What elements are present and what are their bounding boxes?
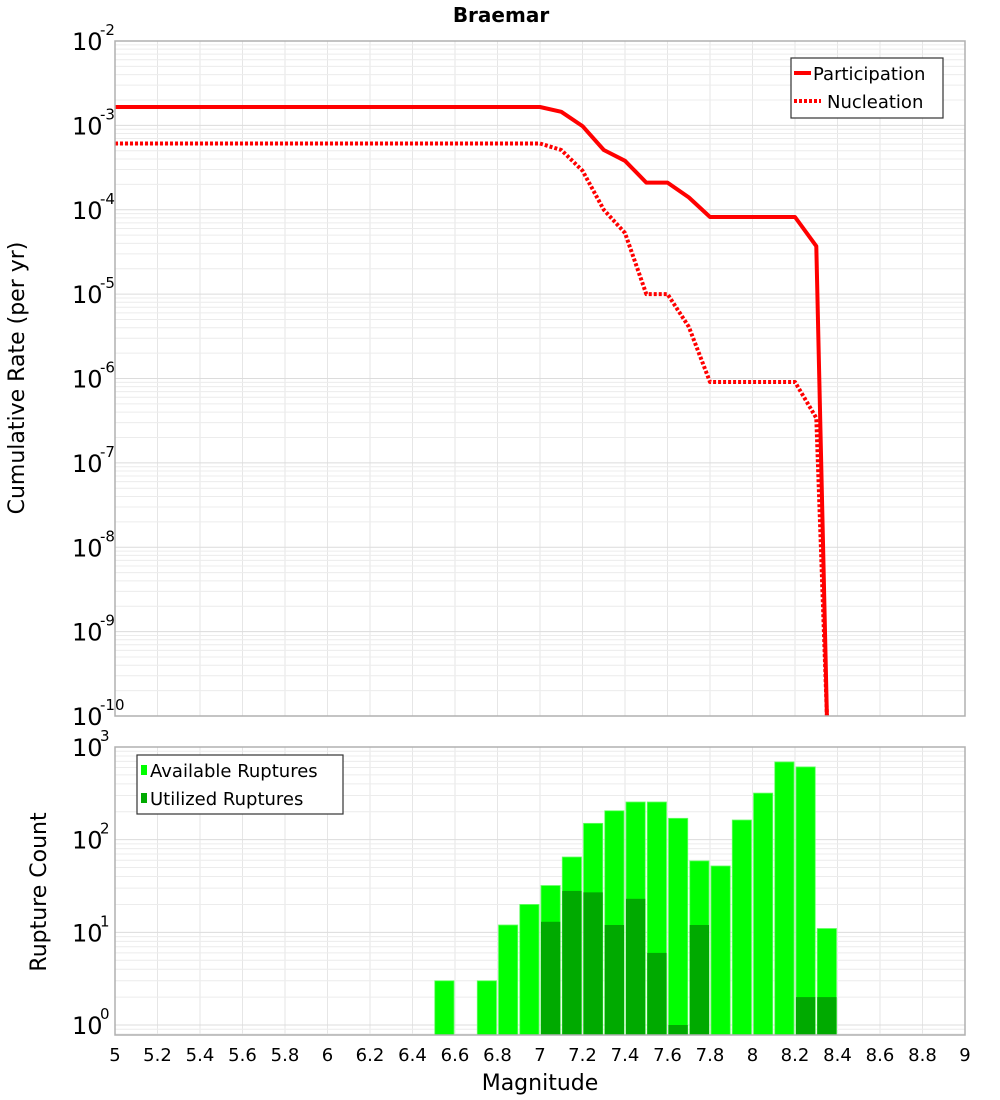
x-tick-label: 5.8 [271, 1045, 300, 1066]
rate-plot-border [114, 40, 966, 717]
y-tick-label-base: 10 [72, 619, 103, 647]
y-tick-label-base: 10 [72, 366, 103, 394]
available-rupture-bar [731, 819, 752, 1036]
y-tick-label-exponent: -9 [100, 612, 115, 630]
utilized-rupture-bar [541, 921, 561, 1035]
count-y-axis-label: Rupture Count [27, 812, 52, 972]
y-tick-label-exponent: -2 [100, 21, 115, 39]
y-tick-label-exponent: -4 [100, 190, 115, 208]
participation-legend-label: Participation [813, 64, 925, 85]
x-tick-label: 6.4 [398, 1045, 427, 1066]
rate-y-ticks: 10-210-310-410-510-610-710-810-910-10 [72, 21, 125, 731]
y-tick-label-base: 10 [72, 197, 103, 225]
available-rupture-bar [476, 980, 497, 1036]
x-tick-label: 7 [534, 1045, 545, 1066]
y-tick-label-exponent: -5 [100, 274, 115, 292]
x-tick-label: 7.8 [696, 1045, 725, 1066]
y-tick-label-base: 10 [72, 28, 103, 56]
y-tick-label-base: 10 [72, 1012, 103, 1040]
x-tick-label: 6.6 [441, 1045, 470, 1066]
y-tick-label-exponent: 3 [100, 727, 110, 745]
y-tick-label-base: 10 [72, 919, 103, 947]
available-rupture-bar [753, 792, 774, 1036]
count-legend-box [136, 754, 344, 815]
x-tick-label: 8.4 [823, 1045, 852, 1066]
rate-legend: Participation Nucleation [790, 57, 944, 119]
available-rupture-bar [795, 766, 816, 1036]
x-tick-label: 6.2 [356, 1045, 385, 1066]
y-tick-label-base: 10 [72, 281, 103, 309]
x-tick-label: 7.4 [611, 1045, 640, 1066]
y-tick-label-exponent: -3 [100, 105, 115, 123]
x-tick-label: 6 [322, 1045, 333, 1066]
y-tick-label-exponent: 0 [100, 1005, 110, 1023]
x-tick-label: 8 [747, 1045, 758, 1066]
rate-legend-box [790, 57, 944, 119]
rate-plot-series [115, 105, 829, 717]
utilized-rupture-bar [796, 997, 816, 1035]
x-tick-label: 8.2 [781, 1045, 810, 1066]
available-legend-label: Available Ruptures [150, 761, 318, 782]
y-tick-label-exponent: -10 [100, 696, 125, 714]
y-tick-label-exponent: 2 [100, 820, 110, 838]
magnitude-x-ticks: 5 5.2 5.4 5.6 5.8 6 6.2 6.4 6.6 6.8 7 7.2 7.4 7.6 7.8 8… [109, 1045, 970, 1066]
utilized-rupture-bar [604, 924, 624, 1035]
x-tick-label: 5.2 [143, 1045, 172, 1066]
available-rupture-bar [434, 980, 455, 1036]
y-tick-label-exponent: 1 [100, 912, 110, 930]
available-rupture-bar [774, 761, 795, 1036]
x-tick-label: 8.6 [866, 1045, 895, 1066]
y-tick-label-base: 10 [72, 703, 103, 731]
x-tick-label: 5.6 [228, 1045, 257, 1066]
x-tick-label: 6.8 [483, 1045, 512, 1066]
utilized-rupture-bar [626, 898, 646, 1035]
y-tick-label-base: 10 [72, 450, 103, 478]
utilized-rupture-bar [583, 892, 603, 1035]
participation-line [115, 105, 829, 717]
count-plot-border [114, 746, 966, 1036]
x-tick-label: 5.4 [186, 1045, 215, 1066]
x-tick-label: 8.8 [908, 1045, 937, 1066]
magnitude-x-axis-label: Magnitude [482, 1071, 599, 1096]
nucleation-legend-label: Nucleation [827, 92, 923, 113]
y-tick-label-exponent: -8 [100, 527, 115, 545]
x-tick-label: 7.6 [653, 1045, 682, 1066]
y-tick-label-base: 10 [72, 734, 103, 762]
utilized-rupture-bar [647, 952, 667, 1035]
utilized-rupture-bar [817, 997, 837, 1035]
count-legend: Available Ruptures Utilized Ruptures [136, 754, 344, 815]
x-tick-label: 5 [109, 1045, 120, 1066]
utilized-legend-label: Utilized Ruptures [150, 789, 303, 810]
y-tick-label-base: 10 [72, 534, 103, 562]
available-rupture-bar [498, 924, 519, 1036]
utilized-rupture-bar [562, 890, 582, 1035]
available-rupture-bar [668, 817, 689, 1036]
y-tick-label-base: 10 [72, 112, 103, 140]
rate-y-axis-label: Cumulative Rate (per yr) [5, 242, 30, 515]
nucleation-line [115, 141, 829, 717]
count-plot-bars [434, 761, 837, 1036]
x-tick-label: 9 [959, 1045, 970, 1066]
available-rupture-bar [519, 904, 540, 1036]
y-tick-label-exponent: -7 [100, 443, 115, 461]
y-tick-label-base: 10 [72, 827, 103, 855]
available-rupture-bar [710, 865, 731, 1036]
x-tick-label: 7.2 [568, 1045, 597, 1066]
chart-title: Braemar [453, 3, 550, 27]
utilized-legend-swatch [141, 793, 147, 803]
utilized-rupture-bar [668, 1025, 688, 1035]
y-tick-label-exponent: -6 [100, 359, 115, 377]
available-legend-swatch [141, 765, 147, 775]
utilized-rupture-bar [689, 924, 709, 1035]
rate-plot: 10-210-310-410-510-610-710-810-910-10 Cu… [5, 21, 966, 731]
